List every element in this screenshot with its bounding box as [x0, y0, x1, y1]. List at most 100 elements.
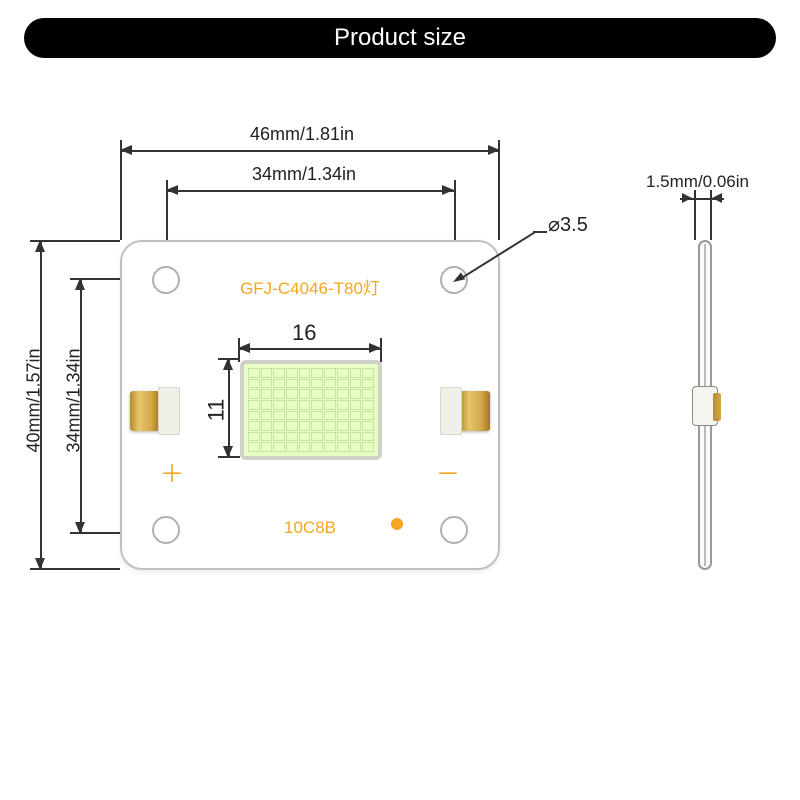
led-cell	[362, 421, 374, 431]
arrow-icon	[712, 193, 722, 203]
led-cell	[362, 379, 374, 389]
led-cell	[337, 368, 349, 378]
arrow-icon	[120, 145, 132, 155]
led-cell	[324, 389, 336, 399]
led-cell	[350, 411, 362, 421]
ext-line	[498, 140, 500, 240]
ext-line	[218, 456, 240, 458]
arrow-icon	[442, 185, 454, 195]
side-gold	[713, 393, 721, 421]
ext-line	[694, 190, 696, 240]
led-cell	[337, 400, 349, 410]
led-cell	[273, 400, 285, 410]
led-cell	[273, 368, 285, 378]
led-cell	[350, 442, 362, 452]
led-cell	[362, 432, 374, 442]
led-cell	[324, 411, 336, 421]
led-cell	[311, 421, 323, 431]
led-cell	[299, 389, 311, 399]
led-cell	[311, 411, 323, 421]
dim-led-height: 11	[203, 399, 229, 422]
led-cell	[337, 411, 349, 421]
title-text: Product size	[334, 24, 466, 52]
pcb-board: GFJ-C4046-T80灯 10C8B ＋ －	[120, 240, 500, 570]
dim-line	[80, 278, 82, 534]
led-cell	[350, 432, 362, 442]
arrow-icon	[166, 185, 178, 195]
led-cell	[299, 379, 311, 389]
led-cell	[286, 421, 298, 431]
led-cell	[286, 411, 298, 421]
led-cell	[362, 389, 374, 399]
led-cell	[324, 379, 336, 389]
polarity-plus: ＋	[160, 454, 184, 489]
ext-line	[120, 140, 122, 240]
terminal-right	[440, 387, 490, 435]
led-cell	[248, 432, 260, 442]
polarity-minus: －	[436, 454, 460, 489]
led-cell	[362, 411, 374, 421]
diagram: 46mm/1.81in 34mm/1.34in 40mm/1.57in 34mm…	[0, 110, 800, 780]
led-cell	[324, 421, 336, 431]
led-cell	[350, 368, 362, 378]
led-cell	[337, 442, 349, 452]
led-grid	[248, 368, 374, 452]
led-cell	[248, 400, 260, 410]
led-cell	[273, 411, 285, 421]
led-cell	[286, 432, 298, 442]
led-cell	[273, 432, 285, 442]
led-cell	[350, 400, 362, 410]
led-cell	[324, 368, 336, 378]
led-cell	[311, 400, 323, 410]
led-cell	[324, 400, 336, 410]
led-cell	[311, 368, 323, 378]
arrow-icon	[682, 193, 692, 203]
led-emitting-area	[240, 360, 382, 460]
callout-line	[533, 231, 547, 233]
led-cell	[248, 421, 260, 431]
led-cell	[362, 442, 374, 452]
led-cell	[299, 432, 311, 442]
dim-width-inner: 34mm/1.34in	[252, 164, 356, 185]
led-cell	[337, 389, 349, 399]
led-cell	[362, 368, 374, 378]
ext-line	[380, 338, 382, 362]
dim-line	[228, 358, 230, 458]
led-cell	[350, 379, 362, 389]
led-cell	[273, 379, 285, 389]
led-cell	[248, 411, 260, 421]
terminal-gold	[130, 391, 160, 431]
led-cell	[248, 368, 260, 378]
led-cell	[299, 400, 311, 410]
led-cell	[261, 432, 273, 442]
dim-led-width: 16	[292, 320, 316, 346]
led-cell	[286, 389, 298, 399]
led-cell	[261, 421, 273, 431]
dim-line	[120, 150, 500, 152]
led-cell	[273, 421, 285, 431]
led-cell	[273, 389, 285, 399]
arrow-icon	[238, 343, 250, 353]
led-cell	[286, 379, 298, 389]
led-cell	[248, 389, 260, 399]
arrow-icon	[35, 240, 45, 252]
led-cell	[350, 389, 362, 399]
led-cell	[362, 400, 374, 410]
terminal-gold	[460, 391, 490, 431]
arrow-icon	[75, 278, 85, 290]
terminal-pad	[440, 387, 462, 435]
ext-line	[218, 358, 240, 360]
led-cell	[286, 400, 298, 410]
led-cell	[350, 421, 362, 431]
pcb-code-label: 10C8B	[122, 518, 498, 538]
side-view	[692, 240, 718, 570]
led-cell	[299, 421, 311, 431]
led-cell	[273, 442, 285, 452]
led-cell	[299, 442, 311, 452]
led-cell	[261, 389, 273, 399]
led-cell	[311, 432, 323, 442]
led-cell	[337, 432, 349, 442]
led-cell	[261, 442, 273, 452]
terminal-left	[130, 387, 180, 435]
marker-dot	[391, 518, 403, 530]
